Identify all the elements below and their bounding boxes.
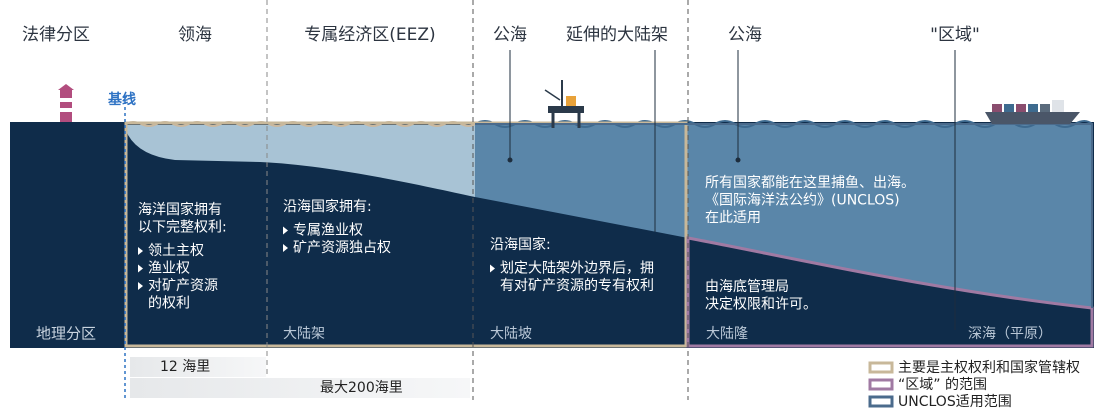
bullet-text: 矿产资源独占权 [293, 240, 391, 256]
legend-label: UNCLOS适用范围 [898, 393, 1012, 410]
pointer-dot [508, 158, 513, 163]
panel-heading: 沿海国家: [490, 236, 551, 253]
legend-label: “区域” 的范围 [898, 376, 987, 393]
zone-header: 公海 [728, 25, 762, 45]
panel-heading: 决定权限和许可。 [705, 297, 817, 313]
geo-zone: 大陆架 [283, 326, 325, 342]
diagram: 法律分区 领海 专属经济区(EEZ) 公海 延伸的大陆架 公海 "区域" 基线地理分区 海洋国家… [0, 0, 1099, 414]
geo-zone: 深海（平原） [968, 326, 1052, 342]
panel-heading: 由海底管理局 [705, 279, 789, 295]
bullet-text: 渔业权 [148, 261, 190, 277]
zone-header: "区域" [930, 25, 980, 45]
geo-label: 地理分区 [36, 325, 96, 343]
panel-heading: 所有国家都能在这里捕鱼、出海。 [705, 174, 915, 191]
legend-swatch [870, 380, 892, 389]
zone-header: 公海 [493, 25, 527, 45]
zone-header: 领海 [178, 25, 212, 45]
lighthouse-icon [58, 84, 74, 122]
zone-header: 法律分区 [22, 25, 90, 45]
distance-label: 12 海里 [160, 359, 210, 375]
bullet-text: 有对矿产资源的专有权利 [500, 278, 654, 294]
panel-heading: 以下完整权利: [138, 220, 227, 236]
distance-label: 最大200海里 [320, 380, 403, 396]
legend-swatch [870, 397, 892, 406]
panel-heading: 《国际海洋法公约》(UNCLOS) [705, 193, 900, 209]
panel-heading: 沿海国家拥有: [283, 198, 372, 215]
distance-bar [130, 378, 470, 398]
bullet-text: 领土主权 [148, 243, 204, 259]
zone-header: 延伸的大陆架 [566, 25, 668, 45]
geo-zone: 大陆隆 [706, 326, 748, 342]
panel-heading: 海洋国家拥有 [138, 201, 222, 218]
zone-header: 专属经济区(EEZ) [304, 25, 435, 45]
bullet-text: 对矿产资源 [148, 278, 218, 294]
panel-heading: 在此适用 [705, 210, 761, 226]
ship-icon [985, 100, 1080, 124]
pointer-dot [736, 158, 741, 163]
bullet-text: 的权利 [148, 296, 190, 312]
legend-label: 主要是主权权利和国家管辖权 [898, 359, 1080, 376]
bullet-text: 专属渔业权 [293, 223, 363, 239]
legend-swatch [870, 363, 892, 372]
bullet-text: 划定大陆架外边界后，拥 [500, 261, 654, 277]
baseline-label: 基线 [108, 91, 136, 108]
geo-zone: 大陆坡 [490, 326, 532, 342]
